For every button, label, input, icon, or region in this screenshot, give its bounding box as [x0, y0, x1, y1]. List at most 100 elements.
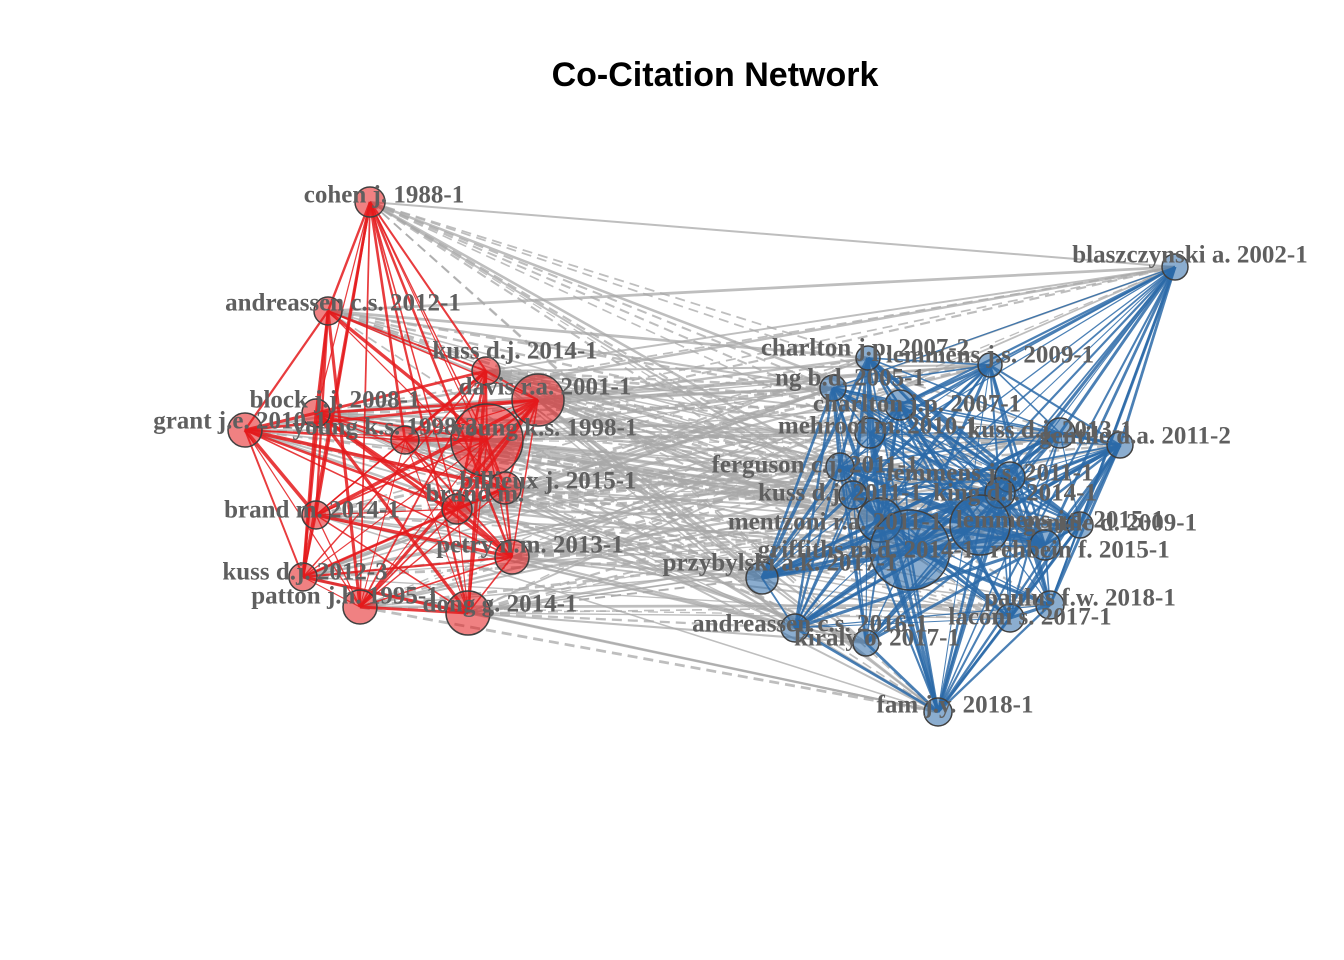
network-edge — [327, 310, 939, 713]
node-label: blaszczynski a. 2002-1 — [1072, 242, 1307, 269]
network-edge — [867, 357, 991, 366]
network-node — [471, 356, 501, 386]
network-edge — [369, 201, 1061, 434]
network-edge — [486, 404, 901, 441]
network-node — [1161, 253, 1189, 281]
network-edge — [326, 201, 372, 312]
network-node — [1029, 529, 1061, 561]
node-label: kuss d.j. 2012-3 — [222, 559, 387, 586]
network-edge — [244, 428, 506, 490]
network-node — [227, 412, 263, 448]
network-edge — [504, 387, 834, 489]
network-edge — [359, 487, 506, 608]
network-edge — [511, 432, 1061, 558]
network-edge — [302, 555, 513, 579]
network-edge — [327, 309, 871, 435]
network-edge — [937, 604, 1051, 713]
network-edge — [1118, 266, 1177, 446]
network-node — [445, 590, 491, 636]
node-label: patton j.h. 1995-1 — [251, 583, 439, 610]
network-edge — [369, 201, 458, 510]
network-edge — [832, 387, 1081, 526]
network-edge — [867, 357, 1061, 434]
network-edge — [761, 266, 1176, 579]
network-edge — [486, 439, 1011, 619]
network-node — [511, 373, 565, 427]
network-edge — [302, 439, 488, 578]
node-label: lemmens j.s. 2009-1 — [886, 342, 1094, 369]
network-node — [923, 697, 953, 727]
network-edge — [369, 201, 871, 434]
node-label: ng b.d. 2005-1 — [775, 365, 925, 392]
network-edge — [852, 494, 867, 644]
network-edge — [485, 266, 1176, 372]
network-edge — [794, 266, 1176, 629]
network-edge — [302, 508, 458, 578]
network-edge — [244, 429, 513, 558]
node-label: rehbein f. 2015-1 — [990, 537, 1169, 564]
network-edge — [511, 465, 841, 559]
network-edge — [760, 387, 835, 579]
network-node — [301, 500, 331, 530]
network-node — [1035, 590, 1065, 620]
network-edge — [302, 386, 834, 579]
network-node — [488, 471, 522, 505]
network-edge — [315, 411, 1011, 479]
network-edge — [327, 265, 1176, 313]
network-edge — [832, 266, 1176, 389]
network-edge — [359, 556, 513, 608]
network-edge — [989, 364, 1121, 446]
node-label: przybylski a.k. 2017-1 — [663, 550, 898, 577]
network-edge — [368, 201, 514, 558]
network-edge — [936, 617, 1012, 713]
node-label: dong g. 2014-1 — [423, 591, 578, 618]
network-node — [354, 186, 386, 218]
network-edge — [869, 432, 1081, 526]
network-edge — [879, 266, 1176, 521]
network-edge — [359, 508, 458, 608]
network-edge — [936, 524, 982, 713]
network-edge — [794, 519, 881, 629]
network-edge — [899, 363, 991, 407]
node-label: grant j.e. 2010-1 — [153, 408, 327, 435]
network-edge — [1058, 266, 1177, 434]
node-label: griffiths m.d. 2014-1 — [758, 537, 975, 564]
network-edge — [369, 201, 869, 359]
network-edge — [404, 356, 869, 442]
node-label: gentile d. 2009-1 — [1023, 510, 1197, 537]
network-node — [390, 425, 420, 455]
network-edge — [244, 429, 871, 434]
network-edge — [359, 465, 841, 609]
network-edge — [302, 357, 869, 578]
node-label: young k.s. 1998-2 — [293, 414, 478, 441]
network-edge — [937, 266, 1176, 713]
network-edge — [369, 201, 488, 441]
network-edge — [537, 398, 1061, 435]
network-edge — [315, 439, 406, 516]
network-node — [995, 603, 1025, 633]
network-edge — [315, 514, 469, 614]
node-label: charlton j.p. 2007-1 — [813, 391, 1021, 418]
network-edge — [302, 404, 901, 578]
network-edge — [1009, 444, 1121, 478]
network-edge — [1043, 266, 1177, 546]
network-node — [450, 403, 524, 477]
network-node — [819, 374, 847, 402]
network-node — [1106, 431, 1134, 459]
network-edge — [869, 432, 1121, 446]
network-node — [745, 561, 779, 595]
node-label: king d.l. 2014-1 — [933, 480, 1097, 507]
node-labels: cohen j. 1988-1 andreassen c.s. 2012-1 kus… — [153, 182, 1308, 719]
node-label: mehroof m. 2010-1 — [778, 413, 978, 440]
network-edge — [315, 369, 487, 415]
node-label: andreassen c.s. 2016-1 — [692, 611, 928, 638]
network-edge — [467, 432, 871, 614]
network-edge — [839, 432, 1061, 468]
network-edge — [760, 466, 842, 579]
network-edge — [852, 491, 1001, 497]
network-edge — [359, 523, 1081, 609]
network-edge — [937, 444, 1121, 713]
network-node — [852, 629, 880, 657]
network-node — [342, 589, 378, 625]
